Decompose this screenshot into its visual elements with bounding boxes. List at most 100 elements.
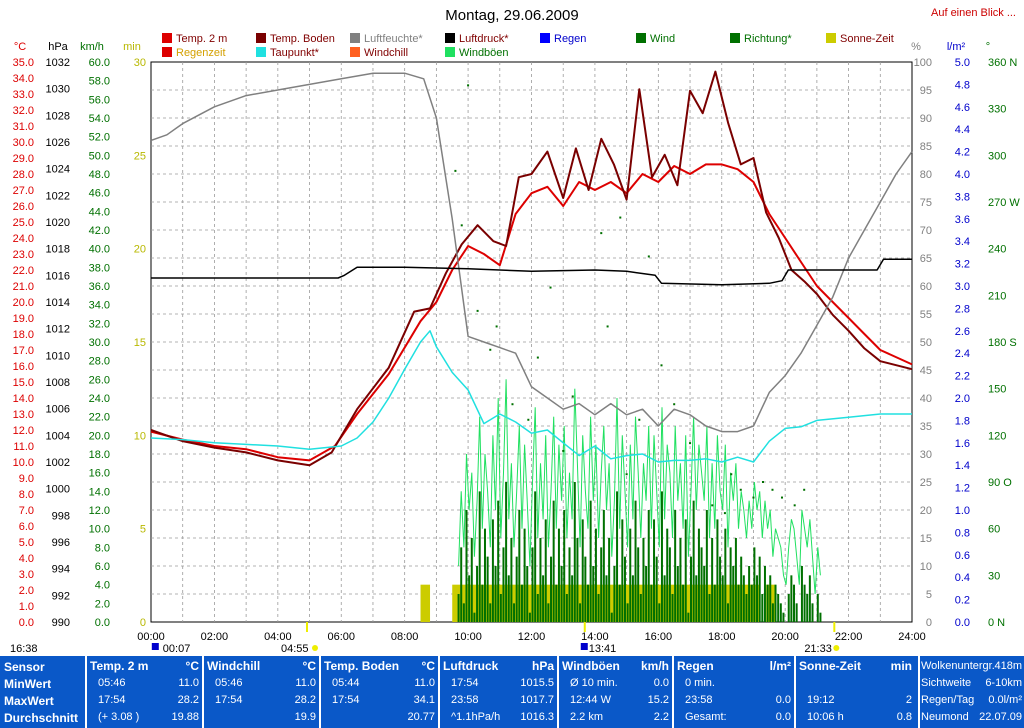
legend-swatch	[445, 33, 455, 43]
overview-link[interactable]: Auf einen Blick ...	[931, 7, 1016, 19]
stats-cell-value: 11.0	[295, 677, 316, 689]
wind-tick-label: 30.0	[89, 337, 110, 349]
rain-tick-label: 2.4	[955, 348, 970, 360]
direction-dot	[793, 504, 796, 507]
direction-tick-label: 0 N	[988, 617, 1005, 629]
stats-cell-value: 34.1	[413, 694, 435, 706]
humidity-unit: %	[911, 41, 921, 53]
direction-dot	[803, 488, 806, 491]
humidity-tick-label: 60	[920, 281, 932, 293]
temp-tick-label: 33.0	[13, 89, 34, 101]
rain-tick-label: 1.6	[955, 438, 970, 450]
sun-tick-label: 0	[140, 617, 146, 629]
column-separator	[438, 656, 440, 728]
stats-cell-time: (+ 3.08 )	[98, 711, 140, 723]
temp-tick-label: 11.0	[13, 441, 34, 453]
direction-dot	[660, 364, 663, 367]
direction-dot	[571, 395, 574, 398]
wind-tick-label: 42.0	[89, 225, 110, 237]
info-value: 22.07.09	[979, 711, 1022, 723]
temp-tick-label: 5.0	[19, 537, 34, 549]
sun-bar	[420, 584, 431, 622]
wind-tick-label: 4.0	[95, 580, 110, 592]
axis-units: °C hPa km/h min% l/m² °	[14, 41, 990, 53]
temp-tick-label: 35.0	[13, 57, 34, 69]
direction-dot	[689, 442, 692, 445]
stats-column-unit: l/m²	[769, 659, 791, 673]
pressure-tick-label: 994	[52, 564, 70, 576]
legend-swatch	[636, 33, 646, 43]
direction-dot	[730, 473, 733, 476]
x-tick-label: 16:00	[645, 631, 673, 643]
wind-tick-label: 58.0	[89, 76, 110, 88]
chart-title: Montag, 29.06.2009	[445, 7, 578, 24]
rain-tick-label: 0.2	[955, 595, 970, 607]
pressure-tick-label: 996	[52, 537, 70, 549]
rain-tick-label: 0.6	[955, 550, 970, 562]
column-separator	[672, 656, 674, 728]
stats-column-unit: °C	[302, 659, 316, 673]
legend-swatch	[162, 47, 172, 57]
stats-column: Sonne-Zeit min 19:12 2 10:06 h 0.8	[797, 656, 916, 728]
rain-tick-label: 4.6	[955, 102, 970, 114]
temp-tick-label: 18.0	[13, 329, 34, 341]
temp-unit: °C	[14, 41, 26, 53]
humidity-tick-label: 75	[920, 197, 932, 209]
stats-column: Temp. 2 m °C 05:46 11.0 17:54 28.2 (+ 3.08 ) 19…	[88, 656, 203, 728]
direction-dot	[562, 449, 565, 452]
legend-label: Temp. 2 m	[176, 33, 227, 45]
info-value: 6-10km	[985, 677, 1022, 689]
stats-cell-time: Ø 10 min.	[570, 677, 618, 689]
stats-column-title: Temp. 2 m	[90, 659, 149, 673]
humidity-tick-label: 10	[920, 561, 932, 573]
direction-dot	[771, 488, 774, 491]
direction-dot	[536, 356, 539, 359]
direction-tick-label: 180 S	[988, 337, 1017, 349]
sun-tick-label: 20	[134, 244, 146, 256]
wind-tick-label: 56.0	[89, 94, 110, 106]
stats-column-title: Luftdruck	[443, 659, 499, 673]
statistics-table: Sensor MinWert MaxWert Durchschnitt Temp…	[0, 656, 1024, 728]
humidity-tick-label: 0	[926, 617, 932, 629]
info-label: Wolkenuntergr.	[921, 660, 995, 672]
stats-cell-time: 05:46	[215, 677, 243, 689]
rain-tick-label: 0.0	[955, 617, 970, 629]
humidity-tick-label: 35	[920, 421, 932, 433]
wind-tick-label: 12.0	[89, 505, 110, 517]
pressure-tick-label: 1020	[46, 217, 70, 229]
direction-tick-label: 300	[988, 150, 1006, 162]
legend-swatch	[350, 47, 360, 57]
rain-tick-label: 3.8	[955, 191, 970, 203]
info-value: 0.0l/m²	[988, 694, 1022, 706]
x-tick-label: 02:00	[201, 631, 229, 643]
wind-tick-label: 18.0	[89, 449, 110, 461]
stats-cell-value: 28.2	[177, 694, 199, 706]
legend-label: Luftfeuchte*	[364, 33, 423, 45]
stats-column-title: Temp. Boden	[324, 659, 400, 673]
x-tick-label: 22:00	[835, 631, 863, 643]
wind-tick-label: 32.0	[89, 318, 110, 330]
rain-tick-label: 2.6	[955, 326, 970, 338]
direction-dot	[549, 286, 552, 289]
humidity-tick-label: 50	[920, 337, 932, 349]
temp-tick-label: 20.0	[13, 297, 34, 309]
row-label-sensor: Sensor	[4, 660, 45, 674]
legend-label: Richtung*	[744, 33, 792, 45]
series-line	[151, 258, 912, 286]
stats-column-unit: km/h	[640, 659, 669, 673]
rain-tick-label: 1.4	[955, 460, 970, 472]
legend-swatch	[256, 33, 266, 43]
wind-tick-label: 20.0	[89, 430, 110, 442]
legend-label: Regen	[554, 33, 586, 45]
wind-tick-label: 22.0	[89, 412, 110, 424]
info-value: 418m	[994, 660, 1022, 672]
direction-tick-label: 120	[988, 430, 1006, 442]
rain-tick-label: 1.2	[955, 483, 970, 495]
sun-tick-label: 25	[134, 150, 146, 162]
sunset-icon	[833, 645, 840, 651]
sun-tick-label: 15	[134, 337, 146, 349]
stats-cell-time: 23:58	[685, 694, 713, 706]
temp-tick-label: 8.0	[19, 489, 34, 501]
direction-unit: °	[986, 41, 990, 53]
wind-gust-line	[458, 379, 821, 595]
